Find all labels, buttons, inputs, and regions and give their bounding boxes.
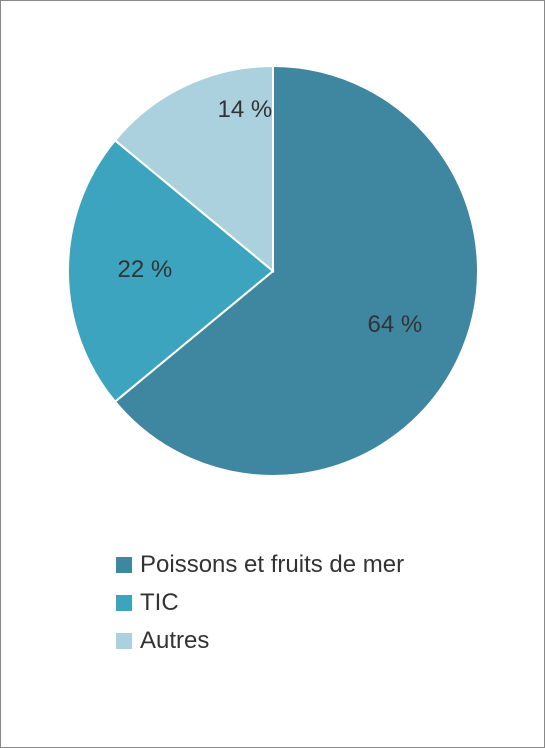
legend-label: Autres <box>140 627 209 655</box>
legend-item: TIC <box>116 589 404 617</box>
chart-frame: 64 % 22 % 14 % Poissons et fruits de mer TI… <box>0 0 545 748</box>
legend-item: Poissons et fruits de mer <box>116 551 404 579</box>
legend-label: Poissons et fruits de mer <box>140 551 404 579</box>
legend-swatch <box>116 633 132 649</box>
pie-chart: 64 % 22 % 14 % <box>63 61 483 486</box>
slice-label: 22 % <box>118 256 173 284</box>
legend: Poissons et fruits de mer TIC Autres <box>116 551 404 665</box>
legend-swatch <box>116 595 132 611</box>
legend-swatch <box>116 557 132 573</box>
slice-label: 14 % <box>218 96 273 124</box>
legend-item: Autres <box>116 627 404 655</box>
slice-label: 64 % <box>368 311 423 339</box>
legend-label: TIC <box>140 589 179 617</box>
